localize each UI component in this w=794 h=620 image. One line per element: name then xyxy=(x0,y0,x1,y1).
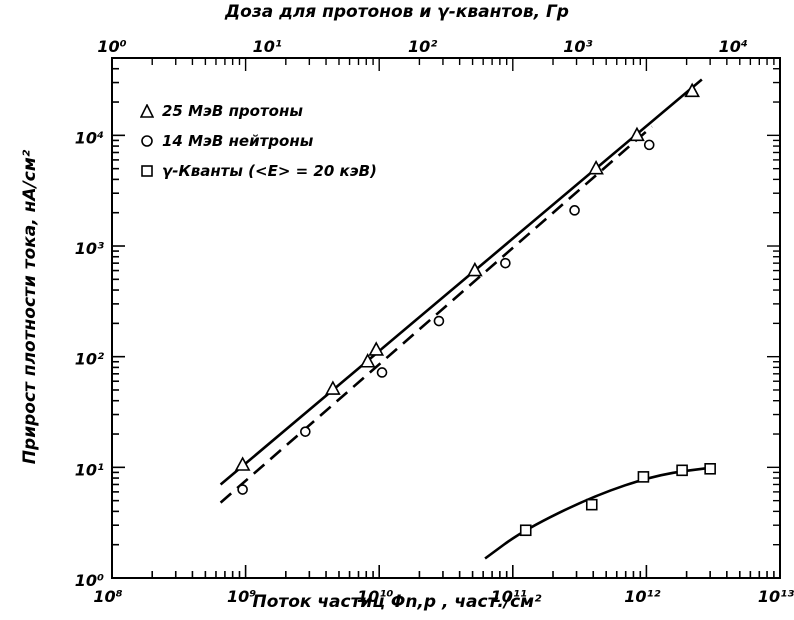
top-tick-label: 10⁰ xyxy=(97,37,126,56)
proton-point xyxy=(467,261,483,277)
fit-line-protons xyxy=(219,78,703,486)
y-tick-label: 10⁴ xyxy=(75,128,104,147)
legend-label-protons: 25 МэВ протоны xyxy=(162,102,303,120)
fit-curve-gamma xyxy=(484,466,715,560)
x-tick-label: 10¹⁰ xyxy=(357,587,393,606)
legend-label-gamma: γ-Кванты (<E> = 20 кэВ) xyxy=(162,162,377,180)
gamma-point xyxy=(519,524,532,537)
proton-point xyxy=(684,82,700,98)
x-tick-label: 10¹² xyxy=(624,587,660,606)
neutron-point xyxy=(237,484,248,495)
top-tick-label: 10³ xyxy=(563,37,592,56)
x-tick-label: 10¹¹ xyxy=(491,587,527,606)
top-axis-title: Доза для протонов и γ-квантов, Гр xyxy=(225,2,569,22)
proton-point xyxy=(325,380,341,395)
x-tick-label: 10⁸ xyxy=(93,587,122,606)
top-tick-label: 10¹ xyxy=(253,37,282,56)
triangle-marker-icon xyxy=(140,104,154,118)
legend-label-neutrons: 14 МэВ нейтроны xyxy=(162,132,314,150)
neutron-point xyxy=(300,426,311,437)
x-tick-label: 10⁹ xyxy=(227,587,256,606)
gamma-point xyxy=(704,463,716,475)
neutron-point xyxy=(500,257,511,269)
gamma-point xyxy=(585,498,598,511)
top-tick-label: 10⁴ xyxy=(719,37,748,56)
proton-point xyxy=(359,353,376,368)
gamma-point xyxy=(637,471,650,483)
neutron-point xyxy=(643,139,655,151)
legend-item-neutrons: 14 МэВ нейтроны xyxy=(140,126,377,156)
legend-item-protons: 25 МэВ протоны xyxy=(140,96,377,126)
legend-item-gamma: γ-Кванты (<E> = 20 кэВ) xyxy=(140,156,377,186)
neutron-point xyxy=(569,205,580,216)
y-tick-label: 10² xyxy=(75,350,104,369)
x-axis-title: Поток частиц Φn,p , част./см² xyxy=(252,592,542,612)
y-tick-label: 10¹ xyxy=(75,460,104,479)
plot-frame xyxy=(111,57,781,579)
proton-point xyxy=(234,456,251,471)
x-tick-label: 10¹³ xyxy=(758,587,794,606)
proton-point xyxy=(629,126,645,142)
legend: 25 МэВ протоны 14 МэВ нейтроны γ-Кванты … xyxy=(140,96,377,186)
y-tick-label: 10³ xyxy=(75,239,104,258)
fit-line-neutrons xyxy=(219,125,653,504)
y-axis-title: Прирост плотности тока, нА/см² xyxy=(20,149,40,465)
proton-point xyxy=(588,159,604,175)
top-tick-label: 10² xyxy=(408,37,437,56)
circle-marker-icon xyxy=(141,135,153,147)
square-marker-icon xyxy=(141,165,153,177)
neutron-point xyxy=(433,315,445,327)
y-tick-label: 10⁰ xyxy=(75,571,104,590)
proton-point xyxy=(368,341,385,356)
gamma-point xyxy=(676,464,688,477)
neutron-point xyxy=(376,367,388,378)
